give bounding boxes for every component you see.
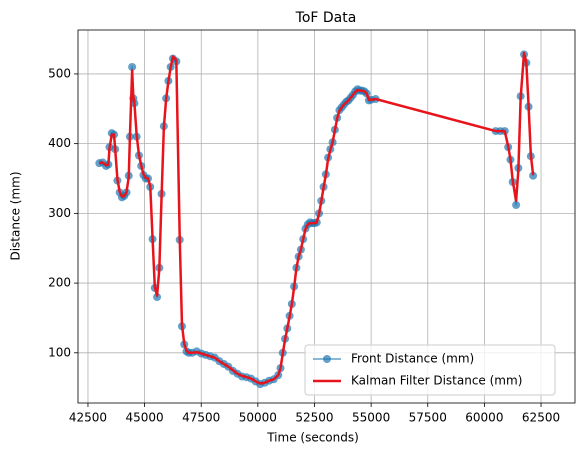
x-tick-label: 60000 xyxy=(465,411,503,425)
y-tick-label: 500 xyxy=(48,66,71,80)
axes-frame xyxy=(77,29,576,404)
legend-label: Front Distance (mm) xyxy=(351,352,474,366)
y-tick-label: 100 xyxy=(48,345,71,359)
data-point xyxy=(512,200,521,209)
y-axis-label: Distance (mm) xyxy=(9,171,23,260)
legend: Front Distance (mm) Kalman Filter Distanc… xyxy=(304,344,556,396)
x-tick-label: 47500 xyxy=(182,411,220,425)
x-tick-label: 42500 xyxy=(69,411,107,425)
y-tick-label: 200 xyxy=(48,276,71,290)
x-tick-label: 57500 xyxy=(409,411,447,425)
x-tick-label: 62500 xyxy=(522,411,560,425)
legend-label: Kalman Filter Distance (mm) xyxy=(351,374,522,388)
x-tick-label: 45000 xyxy=(126,411,164,425)
y-tick-label: 400 xyxy=(48,136,71,150)
chart-title: ToF Data xyxy=(295,10,357,26)
x-tick-label: 52500 xyxy=(295,411,333,425)
x-tick-label: 55000 xyxy=(352,411,390,425)
series-line xyxy=(99,51,535,385)
legend-marker xyxy=(323,355,331,363)
legend-box xyxy=(304,344,556,396)
data-point xyxy=(529,171,538,180)
y-tick-label: 300 xyxy=(48,206,71,220)
x-tick-label: 50000 xyxy=(239,411,277,425)
x-axis-label: Time (seconds) xyxy=(266,431,359,445)
data-point xyxy=(153,293,162,302)
data-point xyxy=(128,62,137,71)
